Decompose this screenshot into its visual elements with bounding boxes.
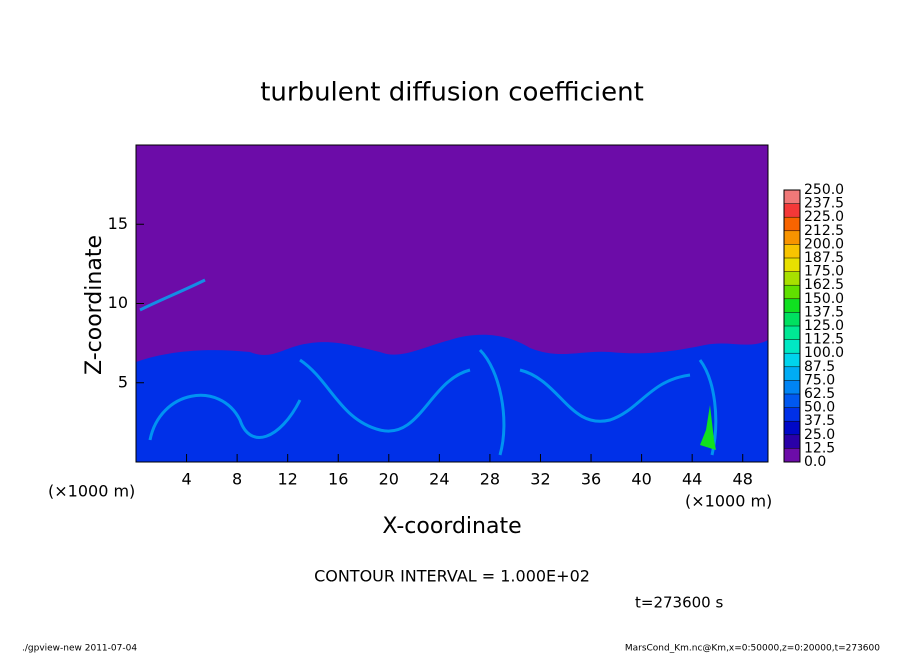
footer-left: ./gpview-new 2011-07-04 [22, 644, 137, 654]
footer-right: MarsCond_Km.nc@Km,x=0:50000,z=0:20000,t=… [625, 644, 880, 654]
colorbar-swatch [784, 190, 800, 204]
x-tick-label: 8 [232, 470, 242, 489]
y-axis-label: Z-coordinate [82, 235, 107, 375]
colorbar-label: 112.5 [804, 332, 844, 348]
x-tick-label: 12 [278, 470, 298, 489]
colorbar-swatch [784, 434, 800, 449]
x-tick-label: 16 [328, 470, 348, 489]
x-unit-right: (×1000 m) [685, 492, 772, 511]
time-label: t=273600 s [635, 594, 723, 612]
colorbar-swatch [784, 394, 800, 408]
colorbar-swatch [784, 203, 800, 218]
colorbar-swatch [784, 230, 800, 245]
colorbar-label: 100.0 [804, 345, 844, 361]
colorbar-swatch [784, 312, 800, 326]
swirl [139, 278, 206, 312]
x-tick-label: 24 [429, 470, 449, 489]
swirl [148, 393, 302, 441]
swirl [519, 368, 691, 423]
colorbar-swatch [784, 298, 800, 313]
colorbar-label: 200.0 [804, 236, 844, 252]
colorbar-swatch [784, 339, 800, 354]
colorbar-swatch [784, 366, 800, 381]
x-tick-label: 44 [682, 470, 702, 489]
colorbar-label: 237.5 [804, 196, 844, 212]
turbulent-layer [136, 334, 768, 462]
swirl [478, 348, 506, 456]
plume [700, 405, 716, 450]
colorbar-label: 125.0 [804, 318, 844, 334]
x-tick-label: 32 [530, 470, 550, 489]
swirl [299, 358, 471, 433]
colorbar-swatch [784, 407, 800, 422]
colorbar-label: 137.5 [804, 304, 844, 320]
colorbar-swatch [784, 421, 800, 435]
colorbar-swatch [784, 380, 800, 394]
chart-title: turbulent diffusion coefficient [260, 78, 644, 108]
colorbar-label: 25.0 [804, 427, 835, 443]
colorbar-label: 175.0 [804, 264, 844, 280]
colorbar-label: 12.5 [804, 440, 835, 456]
colorbar-swatch [784, 244, 800, 258]
colorbar-swatch [784, 258, 800, 272]
colorbar-label: 87.5 [804, 359, 835, 375]
x-axis-label: X-coordinate [382, 514, 521, 539]
colorbar-label: 62.5 [804, 386, 835, 402]
colorbar-label: 50.0 [804, 400, 835, 416]
x-tick-label: 28 [480, 470, 500, 489]
x-tick-label: 40 [631, 470, 651, 489]
colorbar-label: 150.0 [804, 291, 844, 307]
x-tick-label: 4 [181, 470, 191, 489]
colorbar-swatch [784, 285, 800, 299]
contour-interval: CONTOUR INTERVAL = 1.000E+02 [314, 567, 590, 586]
y-tick-label: 5 [118, 372, 128, 391]
x-tick-label: 48 [733, 470, 753, 489]
colorbar-swatch [784, 353, 800, 367]
colorbar-label: 250.0 [804, 182, 844, 198]
x-tick-label: 36 [581, 470, 601, 489]
field [135, 144, 769, 463]
colorbar-swatch [784, 271, 800, 286]
x-tick-label: 20 [379, 470, 399, 489]
colorbar-swatch [784, 217, 800, 231]
y-tick-label: 10 [108, 293, 128, 312]
colorbar-swatch [784, 326, 800, 340]
x-unit-left: (×1000 m) [48, 482, 135, 501]
colorbar-label: 187.5 [804, 250, 844, 266]
colorbar-label: 0.0 [804, 454, 826, 470]
colorbar-label: 37.5 [804, 413, 835, 429]
colorbar-label: 162.5 [804, 277, 844, 293]
colorbar-label: 75.0 [804, 372, 835, 388]
swirls [139, 278, 718, 456]
colorbar-label: 225.0 [804, 209, 844, 225]
colorbar-label: 212.5 [804, 223, 844, 239]
y-tick-label: 15 [108, 214, 128, 233]
colorbar-swatch [784, 448, 800, 462]
